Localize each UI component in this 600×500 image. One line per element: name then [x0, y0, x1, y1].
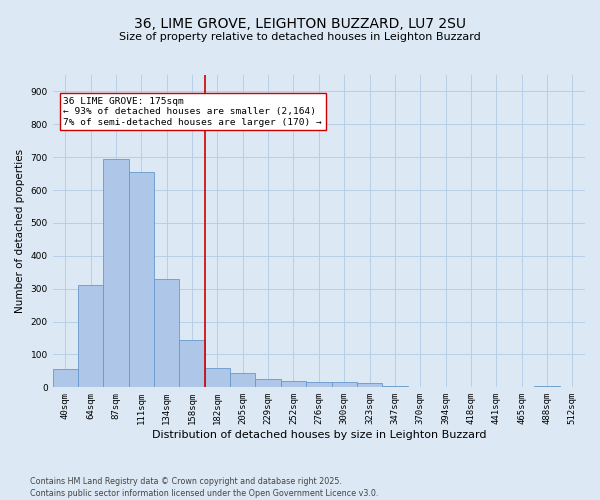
Bar [78, 286, 103, 388]
X-axis label: Distribution of detached houses by size in Leighton Buzzard: Distribution of detached houses by size … [152, 430, 486, 440]
Bar [332, 382, 357, 388]
Bar [129, 172, 154, 388]
Bar [53, 370, 78, 388]
Bar [230, 372, 256, 388]
Y-axis label: Number of detached properties: Number of detached properties [15, 149, 25, 313]
Bar [306, 382, 332, 388]
Bar [357, 384, 382, 388]
Bar [535, 386, 560, 388]
Text: 36, LIME GROVE, LEIGHTON BUZZARD, LU7 2SU: 36, LIME GROVE, LEIGHTON BUZZARD, LU7 2S… [134, 18, 466, 32]
Bar [154, 279, 179, 388]
Text: Contains HM Land Registry data © Crown copyright and database right 2025.: Contains HM Land Registry data © Crown c… [30, 478, 342, 486]
Text: Size of property relative to detached houses in Leighton Buzzard: Size of property relative to detached ho… [119, 32, 481, 42]
Text: Contains public sector information licensed under the Open Government Licence v3: Contains public sector information licen… [30, 489, 379, 498]
Bar [256, 379, 281, 388]
Bar [103, 159, 129, 388]
Bar [382, 386, 407, 388]
Bar [179, 340, 205, 388]
Bar [281, 381, 306, 388]
Bar [205, 368, 230, 388]
Text: 36 LIME GROVE: 175sqm
← 93% of detached houses are smaller (2,164)
7% of semi-de: 36 LIME GROVE: 175sqm ← 93% of detached … [64, 97, 322, 126]
